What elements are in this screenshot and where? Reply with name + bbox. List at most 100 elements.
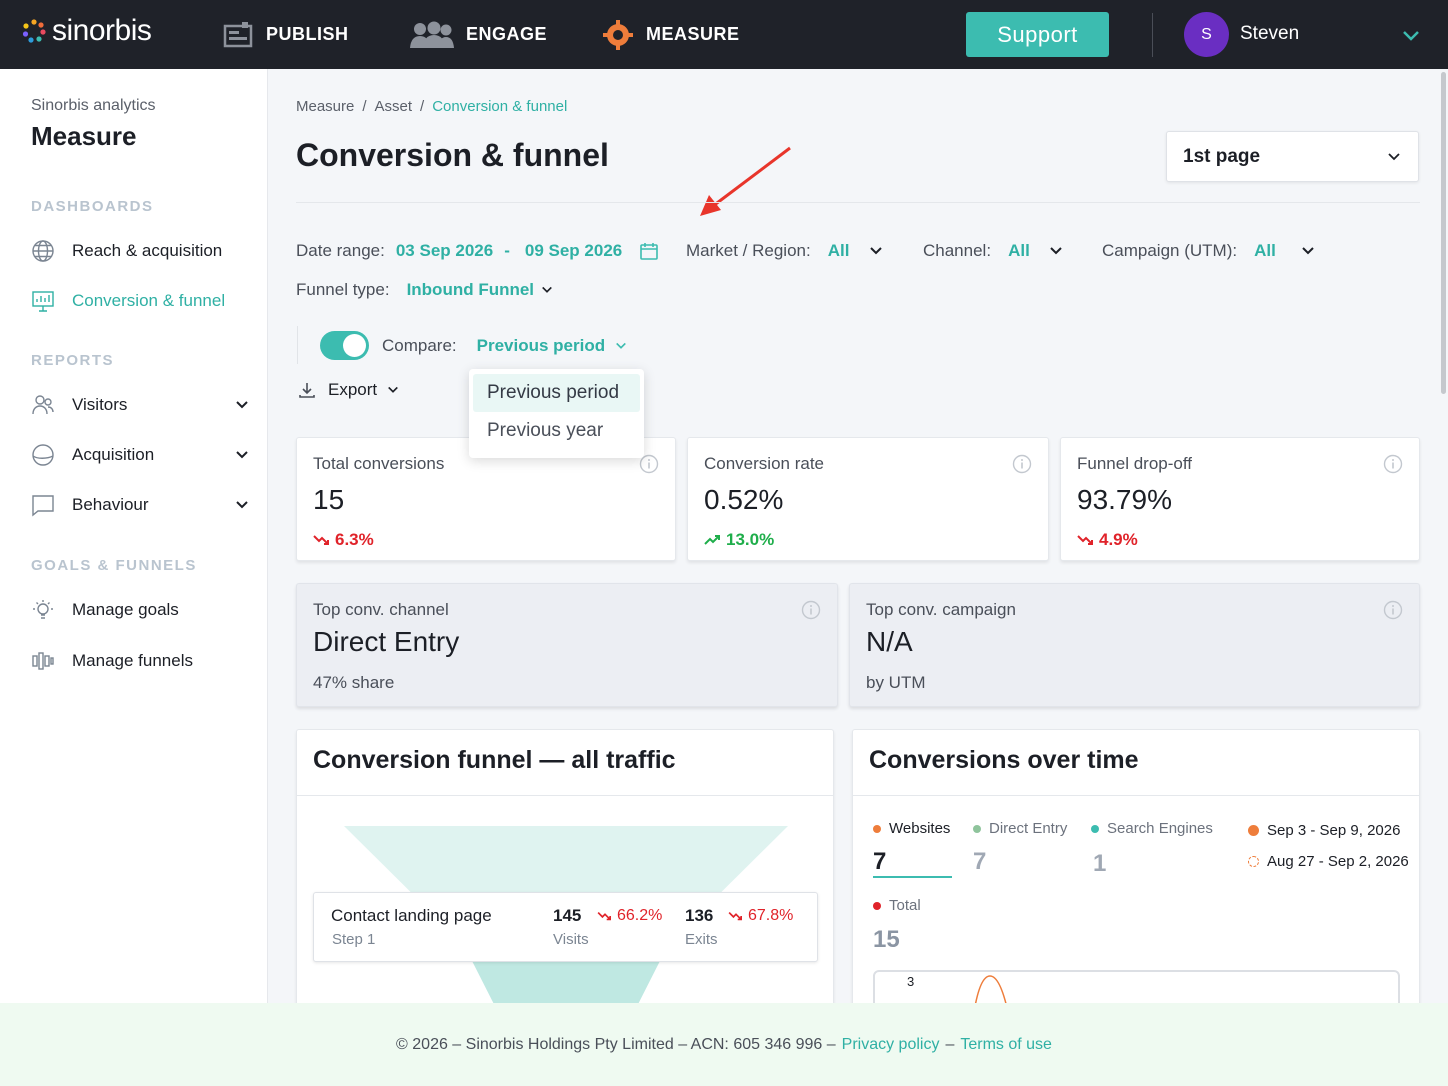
market-region-value[interactable]: All [827,241,850,260]
support-button[interactable]: Support [966,12,1109,57]
sidebar-item-conversion-funnel[interactable]: Conversion & funnel [30,284,250,318]
funnel-exits-delta-value: 67.8% [748,907,794,924]
chat-icon [30,492,56,518]
highlight-card-top-channel: Top conv. channel Direct Entry 47% share [296,583,838,707]
compare-filter: Compare: Previous period [382,336,627,356]
breadcrumb: Measure / Asset / Conversion & funnel [296,98,567,115]
lightbulb-icon [30,597,56,623]
breadcrumb-measure[interactable]: Measure [296,98,355,115]
nav-measure[interactable]: MEASURE [602,0,740,69]
breadcrumb-asset[interactable]: Asset [374,98,413,115]
compare-option-previous-period[interactable]: Previous period [473,374,640,412]
funnel-type-value[interactable]: Inbound Funnel [406,280,535,299]
legend-dot [873,901,881,910]
sidebar-item-reach-acquisition[interactable]: Reach & acquisition [30,234,250,268]
sinorbis-logo[interactable]: sinorbis [22,14,152,48]
channel-value[interactable]: All [1008,241,1030,260]
channel-filter[interactable]: Channel: All [923,241,1063,261]
compare-option-previous-year[interactable]: Previous year [487,420,604,441]
highlight-value: N/A [866,626,913,657]
export-button[interactable]: Export [298,380,399,400]
sidebar-item-behaviour[interactable]: Behaviour [30,488,250,522]
trend-down-icon [728,911,742,921]
chevron-down-icon[interactable] [1049,244,1063,258]
nav-engage[interactable]: ENGAGE [408,0,547,69]
sidebar-item-manage-goals[interactable]: Manage goals [30,593,250,627]
user-name[interactable]: Steven [1240,23,1300,44]
chevron-down-icon[interactable] [869,244,883,258]
kpi-value: 93.79% [1077,484,1172,515]
highlight-sub: 47% share [313,673,395,692]
funnel-exits-label: Exits [685,931,718,948]
market-region-filter[interactable]: Market / Region: All [686,241,883,261]
sidebar-item-acquisition[interactable]: Acquisition [30,438,250,472]
funnel-type-filter[interactable]: Funnel type: Inbound Funnel [296,280,553,300]
chevron-down-icon [388,386,399,393]
info-icon[interactable] [1383,454,1403,474]
chevron-down-icon[interactable] [234,497,250,513]
trend-up-icon [704,535,720,545]
avatar[interactable]: S [1184,12,1229,57]
info-icon[interactable] [639,454,659,474]
page-title: Conversion & funnel [296,137,609,173]
breadcrumb-separator: / [362,98,367,115]
funnel-exits-value: 136 [685,906,714,925]
compare-toggle[interactable] [320,331,369,360]
info-icon[interactable] [1383,600,1403,620]
chevron-down-icon[interactable] [1301,244,1315,258]
nav-publish[interactable]: PUBLISH [222,0,349,69]
legend-direct-entry[interactable]: Direct Entry [973,820,1067,837]
channel-label: Channel: [923,241,992,260]
chevron-down-icon[interactable] [234,447,250,463]
campaign-filter[interactable]: Campaign (UTM): All [1102,241,1315,261]
chevron-down-icon [1388,152,1400,160]
page-scrollbar[interactable] [1441,72,1446,394]
conversions-over-time-panel: Conversions over time Websites 7 Direct … [852,729,1420,1019]
legend-total[interactable]: Total [873,897,921,914]
header-divider [296,202,1420,203]
date-range-filter[interactable]: Date range: 03 Sep 2026 - 09 Sep 2026 [296,241,659,261]
page-selector[interactable]: 1st page [1166,131,1419,182]
chart-area: 3 [873,970,1400,1018]
kpi-label: Total conversions [313,454,445,473]
nav-divider [1152,13,1153,57]
privacy-policy-link[interactable]: Privacy policy [841,1035,940,1053]
chevron-down-icon[interactable] [541,284,553,296]
info-icon[interactable] [801,600,821,620]
sidebar-item-label: Behaviour [72,495,149,514]
chevron-down-icon[interactable] [234,397,250,413]
user-menu-chevron-icon[interactable] [1400,24,1422,46]
date-to[interactable]: 09 Sep 2026 [524,241,623,260]
legend-dot [973,824,981,833]
series-line-websites [973,975,1009,1012]
sidebar-item-label: Conversion & funnel [72,291,226,310]
terms-of-use-link[interactable]: Terms of use [960,1035,1052,1053]
period-label: Sep 3 - Sep 9, 2026 [1267,822,1401,839]
globe-icon [30,238,56,264]
sidebar-item-label: Manage goals [72,600,179,619]
legend-websites[interactable]: Websites [873,820,950,837]
highlight-sub: by UTM [866,673,926,692]
funnel-visits-label: Visits [553,931,589,948]
users-icon [30,392,56,418]
funnel-visits-delta: 66.2% [597,907,662,925]
calendar-icon[interactable] [640,242,659,260]
legend-value: 7 [973,848,987,875]
sidebar-item-manage-funnels[interactable]: Manage funnels [30,644,250,678]
kpi-delta-value: 13.0% [726,530,775,549]
period-label: Aug 27 - Sep 2, 2026 [1267,853,1409,870]
panel-title: Conversion funnel — all traffic [297,730,833,796]
sidebar-item-visitors[interactable]: Visitors [30,388,250,422]
campaign-value[interactable]: All [1254,241,1276,260]
chevron-down-icon[interactable] [615,340,627,352]
legend-search-engines[interactable]: Search Engines [1091,820,1213,837]
legend-active-underline [873,876,952,878]
funnel-step-card[interactable]: Contact landing page Step 1 145 Visits 6… [313,892,818,962]
footer-separator: – [945,1035,955,1053]
panel-title: Conversions over time [853,730,1419,796]
brand-name: sinorbis [52,14,152,47]
trend-down-icon [597,911,611,921]
compare-value[interactable]: Previous period [476,336,606,355]
date-from[interactable]: 03 Sep 2026 [395,241,494,260]
info-icon[interactable] [1012,454,1032,474]
